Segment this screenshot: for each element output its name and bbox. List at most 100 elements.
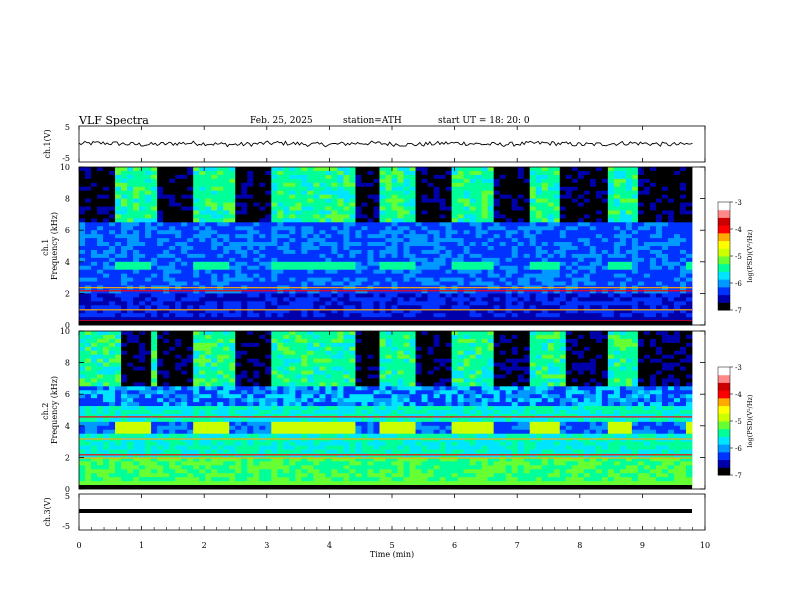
spectrogram-cell <box>463 313 471 318</box>
spectrogram-cell <box>367 226 374 231</box>
spectrogram-cell <box>223 277 230 282</box>
spectrogram-cell <box>175 277 182 282</box>
spectrogram-cell <box>103 342 110 348</box>
spectrogram-cell <box>343 246 350 251</box>
spectrogram-cell <box>235 178 242 184</box>
spectrogram-cell <box>301 238 308 243</box>
spectrogram-cell <box>631 194 639 199</box>
spectrogram-cell <box>253 190 260 196</box>
spectrogram-cell <box>409 202 416 207</box>
spectrogram-cell <box>181 437 188 442</box>
spectrogram-cell <box>517 194 525 199</box>
spectrogram-cell <box>205 441 212 446</box>
spectrogram-cell <box>445 214 453 219</box>
spectrogram-cell <box>259 167 266 172</box>
spectrogram-cell <box>109 301 116 306</box>
spectrogram-cell <box>121 230 128 235</box>
spectrogram-cell <box>115 362 122 367</box>
spectrogram-cell <box>85 301 92 306</box>
spectrogram-cell <box>565 305 573 310</box>
spectrogram-cell <box>481 246 489 251</box>
spectrogram-cell <box>379 214 386 219</box>
spectrogram-cell <box>121 362 128 367</box>
spectrogram-cell <box>463 198 471 203</box>
spectrogram-cell <box>253 170 260 176</box>
spectrogram-cell <box>187 378 194 383</box>
spectrogram-cell <box>259 261 266 267</box>
spectrogram-cell <box>97 313 104 318</box>
spectrogram-cell <box>649 246 657 251</box>
spectrogram-cell <box>547 170 555 176</box>
spectrogram-cell <box>265 297 272 302</box>
spectrogram-cell <box>685 202 693 207</box>
spectrogram-cell <box>679 317 687 322</box>
spectrogram-cell <box>607 253 615 259</box>
spectrogram-cell <box>631 202 639 207</box>
spectrogram-cell <box>529 238 537 243</box>
spectrogram-cell <box>421 182 428 188</box>
spectrogram-cell <box>97 417 104 423</box>
spectrogram-cell <box>685 301 693 306</box>
spectrogram-cell <box>271 313 278 318</box>
spectrogram-cell <box>307 313 314 318</box>
spectrogram-cell <box>343 186 350 192</box>
spectrogram-cell <box>445 269 453 275</box>
spectrogram-cell <box>643 214 651 219</box>
spectrogram-cell <box>559 297 567 302</box>
spectrogram-cell <box>487 261 495 267</box>
spectrogram-cell <box>169 253 176 259</box>
spectrogram-cell <box>445 238 453 243</box>
spectrogram-cell <box>487 222 495 227</box>
spectrogram-cell <box>79 198 86 203</box>
spectrogram-cell <box>625 167 633 172</box>
spectrogram-cell <box>649 257 657 263</box>
spectrogram-cell <box>79 194 86 199</box>
spectrogram-cell <box>181 358 188 363</box>
spectrogram-cell <box>439 246 446 251</box>
spectrogram-cell <box>673 230 681 235</box>
spectrogram-cell <box>223 194 230 199</box>
spectrogram-cell <box>463 230 471 235</box>
spectrogram-cell <box>397 246 404 251</box>
spectrogram-cell <box>535 253 543 259</box>
spectrogram-cell <box>157 210 164 215</box>
spectrogram-cell <box>121 249 128 255</box>
spectrogram-cell <box>97 265 104 271</box>
spectrogram-cell <box>685 269 693 275</box>
spectrogram-cell <box>475 261 483 267</box>
ch1-ytick-top: 5 <box>65 123 70 132</box>
spectrogram-cell <box>583 206 591 211</box>
spectrogram-cell <box>187 338 194 344</box>
spectrogram-cell <box>397 265 404 271</box>
ytick-label: 6 <box>65 226 70 235</box>
spectrogram-cell <box>331 242 338 247</box>
spectrogram-cell <box>193 410 200 415</box>
spectrogram-cell <box>187 273 194 278</box>
spectrogram-cell <box>85 410 92 415</box>
spectrogram-cell <box>547 309 555 314</box>
spectrogram-cell <box>85 253 92 259</box>
spectrogram-cell <box>397 249 404 255</box>
spectrogram-cell <box>109 253 116 259</box>
spectrogram-cell <box>391 305 398 310</box>
spectrogram-cell <box>643 246 651 251</box>
spectrogram-cell <box>427 214 434 219</box>
spectrogram-cell <box>157 222 164 227</box>
spectrogram-cell <box>91 445 98 450</box>
spectrogram-cell <box>121 413 128 419</box>
spectrogram-cell <box>277 218 284 223</box>
spectrogram-cell <box>391 194 398 199</box>
spectrogram-cell <box>655 234 663 239</box>
spectrogram-cell <box>97 402 104 407</box>
spectrogram-cell <box>85 473 92 478</box>
spectrogram-cell <box>79 477 86 482</box>
spectrogram-cell <box>631 210 639 215</box>
spectrogram-cell <box>133 182 140 188</box>
spectrogram-cell <box>547 257 555 263</box>
spectrogram-cell <box>199 461 206 466</box>
spectrogram-cell <box>439 313 446 318</box>
spectrogram-cell <box>289 301 296 306</box>
spectrogram-cell <box>673 293 681 298</box>
spectrogram-cell <box>187 234 194 239</box>
spectrogram-cell <box>331 190 338 196</box>
